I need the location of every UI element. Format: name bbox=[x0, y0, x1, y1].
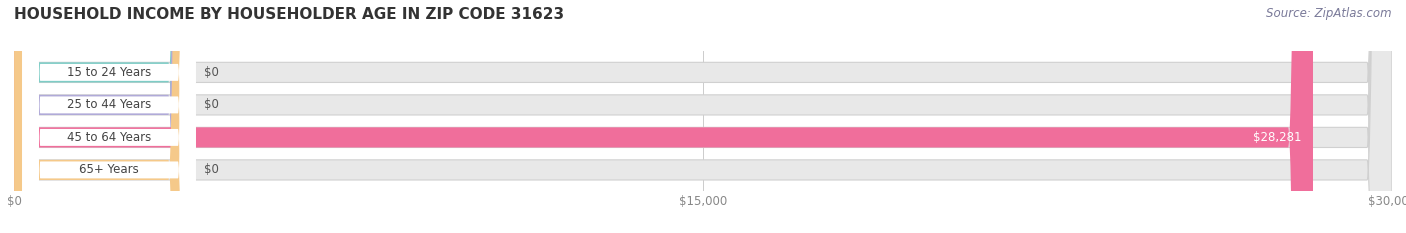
FancyBboxPatch shape bbox=[22, 0, 195, 233]
FancyBboxPatch shape bbox=[14, 0, 1392, 233]
FancyBboxPatch shape bbox=[22, 0, 195, 233]
FancyBboxPatch shape bbox=[14, 0, 193, 233]
FancyBboxPatch shape bbox=[14, 0, 193, 233]
Text: HOUSEHOLD INCOME BY HOUSEHOLDER AGE IN ZIP CODE 31623: HOUSEHOLD INCOME BY HOUSEHOLDER AGE IN Z… bbox=[14, 7, 564, 22]
FancyBboxPatch shape bbox=[22, 0, 195, 233]
FancyBboxPatch shape bbox=[22, 0, 195, 233]
Text: $0: $0 bbox=[204, 66, 219, 79]
Text: Source: ZipAtlas.com: Source: ZipAtlas.com bbox=[1267, 7, 1392, 20]
Text: $0: $0 bbox=[204, 163, 219, 176]
FancyBboxPatch shape bbox=[14, 0, 1392, 233]
FancyBboxPatch shape bbox=[14, 0, 1392, 233]
FancyBboxPatch shape bbox=[14, 0, 1313, 233]
Text: 65+ Years: 65+ Years bbox=[79, 163, 139, 176]
Text: 45 to 64 Years: 45 to 64 Years bbox=[67, 131, 152, 144]
Text: 25 to 44 Years: 25 to 44 Years bbox=[67, 98, 152, 111]
Text: $28,281: $28,281 bbox=[1254, 131, 1302, 144]
FancyBboxPatch shape bbox=[14, 0, 193, 233]
Text: 15 to 24 Years: 15 to 24 Years bbox=[67, 66, 152, 79]
Text: $0: $0 bbox=[204, 98, 219, 111]
FancyBboxPatch shape bbox=[14, 0, 1392, 233]
